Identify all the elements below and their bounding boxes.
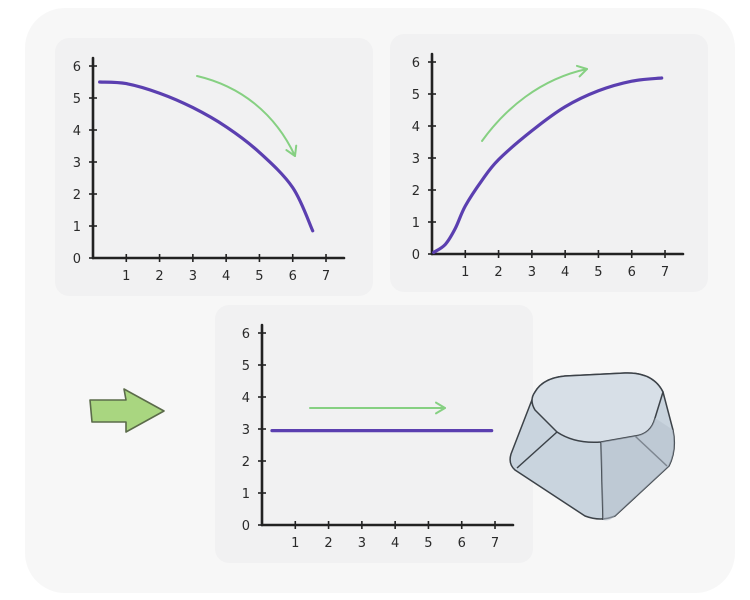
x-tick-label: 2 bbox=[494, 265, 502, 280]
y-tick-label: 6 bbox=[242, 327, 250, 342]
x-tick-label: 3 bbox=[528, 265, 536, 280]
x-tick-label: 6 bbox=[289, 269, 297, 284]
chart-panel-constant: 0 1 2 3 4 5 6 1 2 3 4 5 6 7 bbox=[215, 305, 533, 563]
y-tick-label: 4 bbox=[73, 124, 81, 139]
series-line bbox=[432, 76, 664, 254]
x-tick-label: 5 bbox=[255, 269, 263, 284]
x-tick-label: 5 bbox=[594, 265, 602, 280]
y-tick-label: 3 bbox=[73, 156, 81, 171]
x-tick-label: 7 bbox=[322, 269, 330, 284]
trend-arrow-head bbox=[285, 144, 298, 157]
y-tick-label: 5 bbox=[242, 359, 250, 374]
y-tick-label: 3 bbox=[242, 423, 250, 438]
x-tick-label: 6 bbox=[628, 265, 636, 280]
x-tick-label: 1 bbox=[291, 536, 299, 551]
trend-arrow-head bbox=[575, 64, 588, 78]
chart-increasing: 0 1 2 3 4 5 6 1 2 3 4 5 6 7 bbox=[412, 52, 685, 280]
x-tick-label: 2 bbox=[155, 269, 163, 284]
x-tick-label: 6 bbox=[458, 536, 466, 551]
trend-arrow bbox=[196, 75, 296, 157]
trend-arrow bbox=[481, 68, 588, 142]
y-tick-label: 6 bbox=[73, 60, 81, 75]
y-tick-label: 2 bbox=[73, 188, 81, 203]
trend-arrow-head bbox=[435, 401, 446, 415]
y-tick-label: 0 bbox=[242, 519, 250, 534]
y-tick-label: 0 bbox=[73, 252, 81, 267]
x-tick-label: 3 bbox=[189, 269, 197, 284]
x-tick-label: 3 bbox=[358, 536, 366, 551]
keycap-icon bbox=[509, 372, 676, 521]
y-tick-label: 1 bbox=[73, 220, 81, 235]
y-tick-label: 2 bbox=[242, 455, 250, 470]
y-tick-label: 3 bbox=[412, 152, 420, 167]
x-tick-label: 1 bbox=[461, 265, 469, 280]
chart-panel-decreasing: 0 1 2 3 4 5 6 1 2 3 4 5 6 7 bbox=[55, 38, 373, 296]
keycap-shade bbox=[601, 418, 675, 521]
chart-constant: 0 1 2 3 4 5 6 1 2 3 4 5 6 7 bbox=[242, 323, 515, 551]
series-line bbox=[98, 80, 315, 233]
y-tick-label: 5 bbox=[73, 92, 81, 107]
keycap-edge bbox=[516, 431, 558, 469]
x-tick-label: 2 bbox=[324, 536, 332, 551]
y-tick-label: 1 bbox=[412, 216, 420, 231]
x-tick-label: 1 bbox=[122, 269, 130, 284]
y-tick-label: 1 bbox=[242, 487, 250, 502]
y-tick-label: 4 bbox=[242, 391, 250, 406]
x-tick-label: 7 bbox=[661, 265, 669, 280]
x-tick-label: 4 bbox=[222, 269, 230, 284]
y-tick-label: 6 bbox=[412, 56, 420, 71]
x-tick-label: 4 bbox=[391, 536, 399, 551]
big-right-arrow-icon bbox=[89, 388, 165, 433]
y-tick-label: 5 bbox=[412, 88, 420, 103]
chart-panel-increasing: 0 1 2 3 4 5 6 1 2 3 4 5 6 7 bbox=[390, 34, 708, 292]
y-tick-label: 4 bbox=[412, 120, 420, 135]
y-tick-label: 2 bbox=[412, 184, 420, 199]
chart-decreasing: 0 1 2 3 4 5 6 1 2 3 4 5 6 7 bbox=[73, 56, 346, 284]
x-tick-label: 5 bbox=[424, 536, 432, 551]
x-tick-label: 7 bbox=[491, 536, 499, 551]
x-tick-label: 4 bbox=[561, 265, 569, 280]
y-tick-label: 0 bbox=[412, 248, 420, 263]
big-arrow-shape bbox=[89, 388, 165, 433]
